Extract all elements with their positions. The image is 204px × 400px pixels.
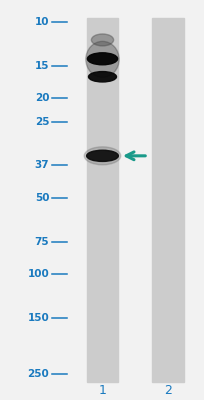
Text: 15: 15 <box>34 61 49 71</box>
Bar <box>151 18 183 382</box>
Ellipse shape <box>85 41 119 77</box>
Text: 37: 37 <box>34 160 49 170</box>
Ellipse shape <box>86 150 118 162</box>
Ellipse shape <box>87 53 117 65</box>
Ellipse shape <box>84 147 120 165</box>
Text: 2: 2 <box>163 384 171 396</box>
Text: 1: 1 <box>98 384 106 396</box>
Text: 75: 75 <box>34 237 49 247</box>
Text: 25: 25 <box>34 117 49 127</box>
Ellipse shape <box>88 72 116 82</box>
Ellipse shape <box>91 34 113 46</box>
Text: 10: 10 <box>34 17 49 27</box>
Text: 20: 20 <box>34 93 49 103</box>
Text: 50: 50 <box>34 193 49 203</box>
Bar <box>86 18 118 382</box>
Text: 150: 150 <box>27 313 49 323</box>
Text: 100: 100 <box>27 269 49 279</box>
Text: 250: 250 <box>27 369 49 379</box>
